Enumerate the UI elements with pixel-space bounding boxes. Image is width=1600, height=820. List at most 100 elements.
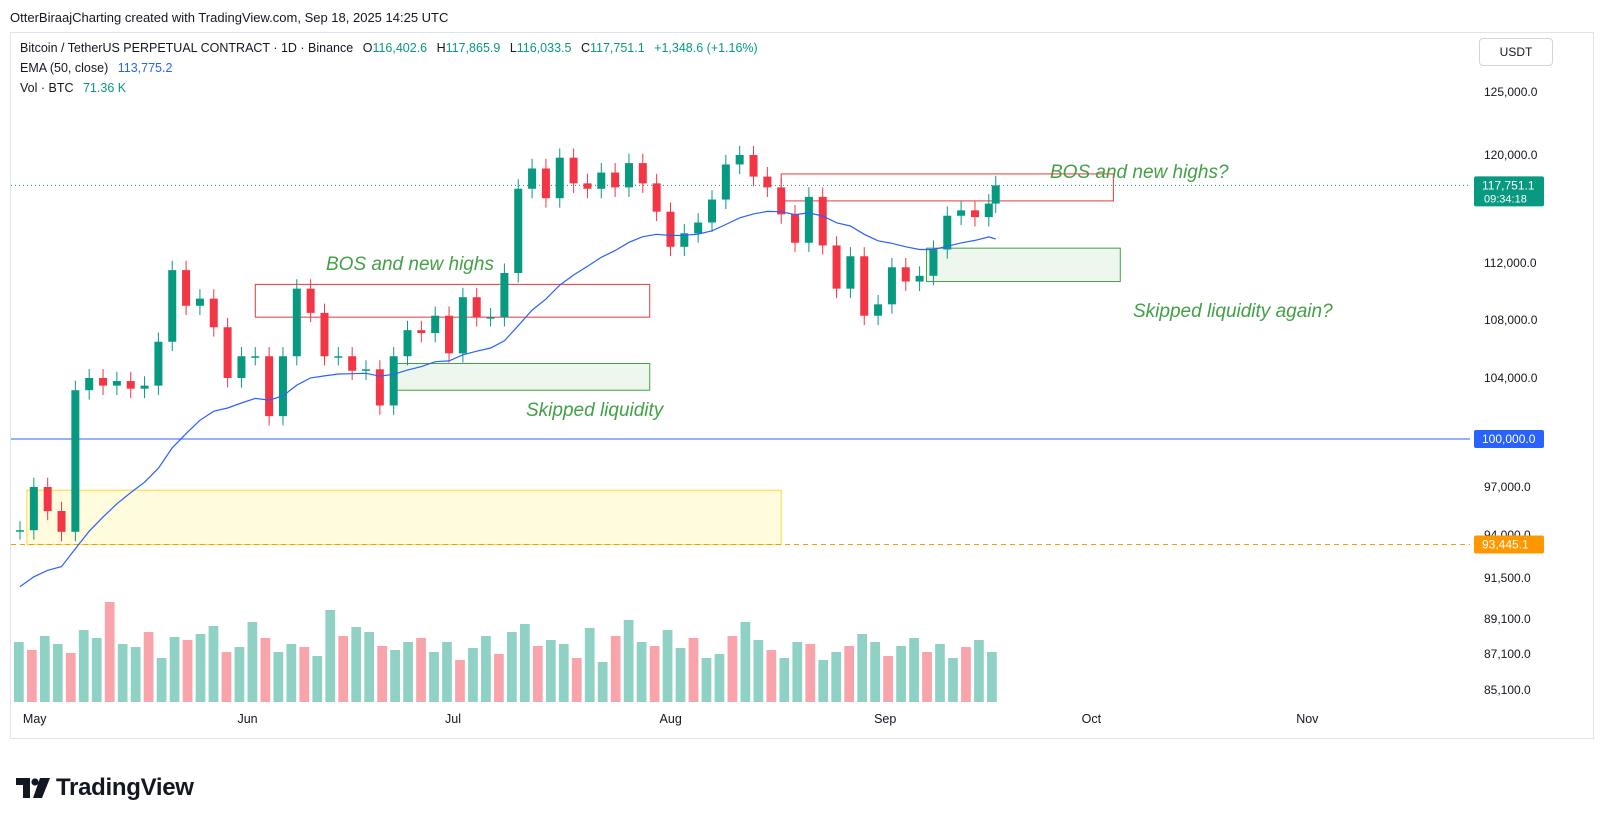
tradingview-logo[interactable]: TradingView (16, 774, 194, 802)
candle-body (29, 487, 38, 531)
currency-selector[interactable]: USDT (1479, 38, 1553, 66)
candle-body (431, 315, 440, 334)
volume-bar (182, 640, 193, 702)
candle-body (721, 164, 730, 200)
volume-bar (169, 637, 180, 702)
volume-bar (727, 636, 738, 702)
volume-bar (507, 632, 517, 702)
ohlc-low: L116,033.5 (509, 41, 572, 55)
volume-bar (156, 658, 167, 702)
volume-bar (623, 620, 634, 702)
volume-bar (831, 652, 842, 702)
volume-bar (896, 646, 906, 702)
candle-body (265, 356, 274, 417)
candle-body (874, 304, 883, 316)
volume-bar (273, 652, 284, 702)
candle-body (804, 196, 813, 243)
price-tick-label: 87,100.0 (1484, 647, 1531, 661)
volume-legend[interactable]: Vol · BTC 71.36 K (20, 81, 132, 95)
candle-body (458, 297, 467, 354)
volume-bar (909, 638, 919, 702)
time-axis-label: Sep (874, 712, 896, 726)
chart-frame (10, 32, 1594, 739)
volume-bar (208, 626, 219, 702)
volume-bar (753, 640, 764, 702)
volume-bar (701, 658, 712, 702)
volume-bar (455, 660, 465, 702)
candle-body (569, 157, 578, 184)
candle-body (140, 385, 149, 389)
candle-body (957, 210, 966, 216)
candle-body (251, 356, 260, 358)
volume-bar (597, 662, 608, 702)
candle-body (375, 369, 384, 406)
volume-bar (948, 658, 958, 702)
volume-bar (325, 610, 336, 702)
volume-bar (39, 636, 50, 702)
price-tick-label: 112,000.0 (1484, 256, 1537, 270)
ema-value: 113,775.2 (117, 61, 173, 75)
volume-bar (740, 622, 751, 702)
candle-body (85, 378, 94, 391)
time-axis-label: May (23, 712, 47, 726)
candle-body (777, 187, 786, 215)
price-tick-label: 97,000.0 (1484, 480, 1531, 494)
volume-bar (558, 644, 569, 702)
ema-label: EMA (50, close) (20, 61, 109, 75)
volume-bar (52, 644, 63, 702)
zone-yellow-4 (26, 489, 782, 546)
price-chart[interactable]: BOS and new highs Skipped liquidity BOS an… (0, 0, 1600, 760)
volume-bar (65, 653, 76, 702)
candle-body (306, 288, 315, 313)
candle-body (680, 233, 689, 247)
annotation-text-0: BOS and new highs (326, 254, 494, 275)
candle-body (43, 487, 52, 511)
candle-body (334, 356, 343, 358)
candle-body (320, 312, 329, 357)
volume-bar (870, 642, 880, 702)
volume-bar (961, 647, 971, 702)
time-axis-label: Oct (1082, 712, 1102, 726)
ema-legend[interactable]: EMA (50, close) 113,775.2 (20, 61, 178, 75)
candle-body (528, 168, 537, 189)
volume-bar (662, 630, 673, 702)
ohlc-close: C117,751.1 (580, 41, 645, 55)
volume-bar (792, 642, 803, 702)
volume-bar (610, 636, 621, 702)
candle-body (209, 298, 218, 328)
candle-body (555, 157, 564, 199)
volume-bar (429, 652, 439, 702)
candle-body (624, 163, 633, 188)
volume-bar (442, 642, 452, 702)
chart-attribution: OtterBiraajCharting created with Trading… (10, 10, 449, 25)
candle-body (832, 245, 841, 289)
candle-body (500, 272, 509, 318)
candle-body (735, 155, 744, 165)
annotation-text-1: Skipped liquidity (526, 400, 665, 421)
price-badge (1474, 430, 1544, 448)
symbol-legend: Bitcoin / TetherUS PERPETUAL CONTRACT · … (20, 41, 764, 55)
volume-bar (364, 632, 375, 702)
volume-bar (338, 636, 349, 702)
candle-body (818, 196, 827, 246)
candle-body (860, 256, 869, 316)
candle-body (362, 369, 370, 371)
ema-line (19, 210, 996, 588)
candle-body (929, 249, 938, 276)
price-badge-label: 100,000.0 (1482, 432, 1536, 446)
candle-body (154, 341, 163, 386)
candle-body (278, 356, 287, 417)
volume-bar (584, 628, 595, 702)
volume-bar (857, 634, 868, 702)
candle-body (943, 215, 952, 250)
candle-body (915, 275, 924, 282)
price-badge-label: 93,445.1 (1482, 538, 1529, 552)
price-tick-label: 91,500.0 (1484, 571, 1531, 585)
volume-bar (571, 658, 582, 702)
candle-body (182, 270, 191, 306)
price-tick-label: 120,000.0 (1484, 148, 1538, 162)
candle-body (597, 172, 606, 189)
annotation-text-2: BOS and new highs? (1050, 162, 1229, 183)
volume-bar (675, 648, 686, 702)
time-axis-label: Jun (237, 712, 257, 726)
